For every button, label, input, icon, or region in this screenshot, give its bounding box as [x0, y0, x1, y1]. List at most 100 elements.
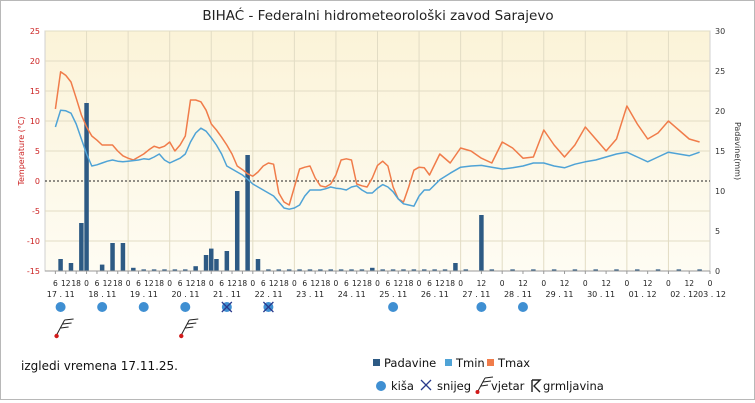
hour-tick-label: 18	[155, 279, 165, 288]
hour-tick-label: 18	[71, 279, 81, 288]
hour-tick-label: 12	[227, 279, 237, 288]
padavine-bar	[655, 269, 661, 271]
legend-padavine-label: Padavine	[384, 356, 436, 370]
left-tick-label: -10	[27, 237, 40, 246]
padavine-bar	[276, 269, 282, 271]
hour-tick-label: 0	[417, 279, 422, 288]
hour-tick-label: 18	[238, 279, 248, 288]
padavine-bar	[120, 243, 126, 271]
padavine-bar	[697, 269, 702, 271]
left-axis-label: Temperature (°C)	[17, 116, 26, 186]
left-tick-label: 15	[30, 87, 40, 96]
hour-tick-label: 18	[279, 279, 289, 288]
day-label: 01 . 12	[629, 290, 657, 299]
padavine-bar	[614, 269, 619, 271]
left-tick-label: -15	[27, 267, 40, 276]
legend-tmax-swatch	[487, 359, 494, 366]
day-label: 19 . 11	[130, 290, 158, 299]
legend-grmljavina-label: grmljavina	[543, 379, 604, 393]
legend-tmin-swatch	[445, 359, 452, 366]
day-label: 30 . 11	[587, 290, 615, 299]
hour-tick-label: 18	[321, 279, 331, 288]
right-tick-label: 0	[715, 267, 720, 276]
padavine-bar	[151, 269, 157, 271]
day-label: 17 . 11	[47, 290, 75, 299]
wind-dot	[54, 333, 59, 339]
day-label: 29 . 11	[546, 290, 574, 299]
left-tick-label: -5	[32, 207, 40, 216]
left-tick-label: 0	[35, 177, 40, 186]
padavine-bar	[255, 259, 261, 271]
wind-barb	[60, 326, 69, 329]
padavine-bar	[58, 259, 63, 271]
padavine-bar	[209, 248, 214, 271]
hour-tick-label: 18	[404, 279, 414, 288]
day-label: 20 . 11	[171, 290, 199, 299]
snow-icon	[221, 301, 233, 313]
hour-tick-label: 0	[209, 279, 214, 288]
padavine-bar	[286, 269, 292, 271]
rain-icon	[97, 302, 108, 312]
hour-tick-label: 0	[541, 279, 546, 288]
legend-snijeg-label: snijeg	[437, 379, 471, 393]
hour-tick-label: 12	[186, 279, 196, 288]
wind-barb	[64, 318, 74, 321]
forecast-date-text: izgledi vremena 17.11.25.	[21, 359, 178, 373]
hour-tick-label: 18	[196, 279, 206, 288]
padavine-bar	[245, 155, 250, 271]
padavine-bar	[131, 267, 136, 271]
rain-icon	[138, 302, 149, 312]
padavine-bar	[635, 269, 640, 271]
hour-tick-label: 12	[352, 279, 362, 288]
left-tick-label: 5	[35, 147, 40, 156]
hour-tick-label: 6	[386, 279, 391, 288]
padavine-bar	[510, 269, 515, 271]
padavine-bar	[110, 243, 115, 271]
padavine-bar	[453, 263, 458, 271]
hour-tick-label: 12	[310, 279, 320, 288]
hour-tick-label: 12	[518, 279, 528, 288]
padavine-bar	[380, 269, 385, 271]
right-tick-label: 30	[715, 27, 725, 36]
padavine-bar	[193, 266, 198, 271]
rain-icon	[388, 302, 399, 312]
right-tick-label: 5	[715, 227, 720, 236]
wind-barb	[185, 326, 194, 329]
padavine-bar	[183, 269, 188, 271]
left-tick-label: 10	[30, 117, 40, 126]
snow-stroke	[221, 301, 233, 313]
hour-tick-label: 0	[167, 279, 172, 288]
day-label: 24 . 11	[338, 290, 366, 299]
padavine-bar	[328, 269, 333, 271]
hour-tick-label: 12	[61, 279, 71, 288]
rain-icon	[476, 302, 487, 312]
left-tick-label: 25	[30, 27, 40, 36]
hour-tick-label: 18	[445, 279, 455, 288]
padavine-bar	[411, 269, 417, 271]
rain-icon	[517, 302, 528, 312]
day-label: 21 . 11	[213, 290, 241, 299]
padavine-bar	[442, 269, 448, 271]
hour-tick-label: 12	[477, 279, 487, 288]
padavine-bar	[401, 269, 406, 271]
hour-tick-label: 6	[261, 279, 266, 288]
right-axis-label: Padavine(mm)	[733, 122, 742, 180]
hour-tick-label: 0	[624, 279, 629, 288]
hour-tick-label: 12	[269, 279, 279, 288]
hour-tick-label: 0	[126, 279, 131, 288]
hour-tick-label: 0	[292, 279, 297, 288]
day-label: 02 . 12	[670, 290, 698, 299]
hour-tick-label: 12	[394, 279, 404, 288]
hour-tick-label: 6	[427, 279, 432, 288]
legend-series: Padavine Tmin Tmax	[373, 356, 530, 370]
wind-dot	[179, 333, 184, 339]
legend-vjetar-label: vjetar	[491, 379, 525, 393]
hour-tick-label: 6	[136, 279, 141, 288]
rain-icon	[180, 302, 191, 312]
day-label: 23 . 11	[296, 290, 324, 299]
day-label: 18 . 11	[88, 290, 116, 299]
hour-tick-label: 12	[435, 279, 445, 288]
legend-tmin-label: Tmin	[455, 356, 485, 370]
tmax-line	[54, 71, 700, 206]
padavine-bar	[370, 267, 375, 271]
